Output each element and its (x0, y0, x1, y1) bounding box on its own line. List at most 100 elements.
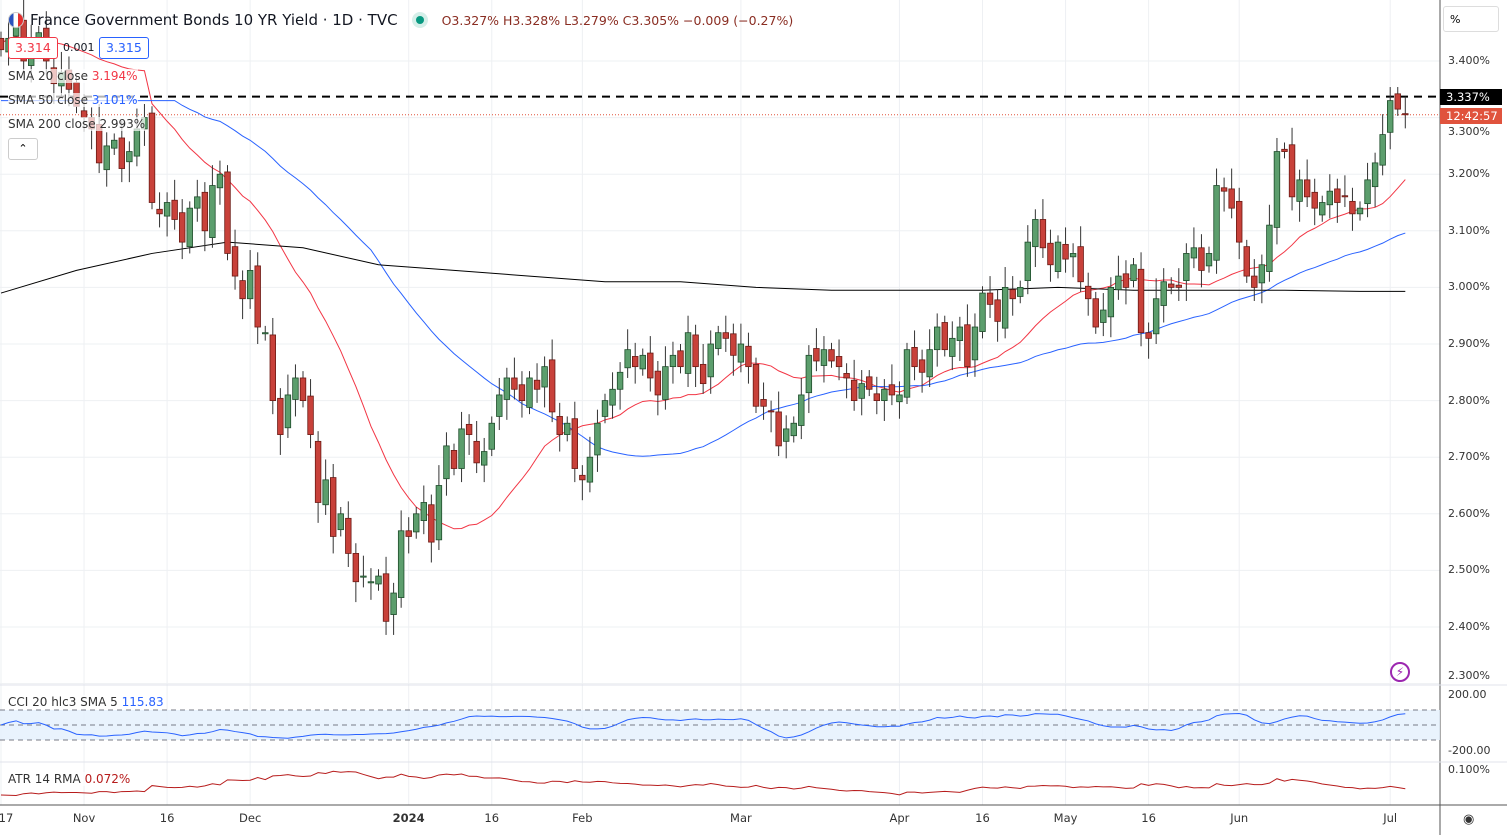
y-axis-label: 3.200% (1448, 167, 1490, 181)
cci-legend[interactable]: CCI 20 hlc3 SMA 5 115.83 (8, 695, 164, 709)
candle-up (413, 513, 420, 533)
lightning-alert-icon[interactable]: ⚡ (1390, 662, 1410, 682)
candle-up (956, 326, 964, 342)
candle-down (775, 411, 782, 447)
sma50-legend[interactable]: SMA 50 close 3.101% (8, 93, 138, 107)
candle-down (964, 324, 971, 368)
resistance-price-tag: 3.337% (1440, 89, 1502, 105)
x-axis-label: Jun (1230, 811, 1249, 825)
candle-up (1152, 298, 1160, 335)
candle-up (609, 388, 616, 406)
collapse-legend-button[interactable]: ⌃ (8, 138, 38, 160)
candle-up (503, 377, 511, 400)
candle-down (428, 504, 435, 543)
x-axis-label: Feb (572, 811, 593, 825)
y-axis-label: 2.900% (1448, 337, 1490, 350)
candle-up (1024, 241, 1031, 282)
sma200-legend[interactable]: SMA 200 close 2.993% (8, 117, 146, 131)
candle-up (1205, 253, 1213, 267)
axis-unit-button[interactable]: % (1443, 6, 1499, 32)
candle-up (397, 530, 405, 598)
candle-up (1001, 286, 1009, 329)
x-axis-label: 16 (1141, 811, 1156, 825)
candle-down (1334, 188, 1341, 203)
countdown-tag: 12:42:57 (1440, 108, 1502, 124)
sma20-legend[interactable]: SMA 20 close 3.194% (8, 69, 138, 83)
candle-up (934, 326, 941, 351)
sma200-label: SMA 200 close (8, 117, 96, 131)
sma20-label: SMA 20 close (8, 69, 88, 83)
symbol-title[interactable]: France Government Bonds 10 YR Yield · 1D… (30, 11, 398, 29)
candle-up (737, 343, 745, 363)
sma20-line (0, 35, 1406, 530)
candle-up (1017, 286, 1024, 297)
candle-up (126, 151, 133, 163)
x-axis-label: Nov (72, 811, 96, 825)
candle-down (1243, 246, 1250, 277)
candle-up (601, 400, 609, 417)
candle-up (420, 502, 427, 521)
candle-up (111, 139, 118, 149)
candle-down (1288, 144, 1296, 198)
candle-down (299, 377, 307, 401)
candle-down (1251, 275, 1258, 288)
atr-line (0, 770, 1406, 796)
candle-down (1198, 247, 1205, 271)
candle-down (231, 246, 239, 277)
y-axis-label: 2.500% (1448, 563, 1490, 577)
candle-down (201, 191, 209, 232)
candle-up (1032, 219, 1039, 248)
spread-value: 0.001 (63, 41, 95, 54)
candle-down (1311, 191, 1318, 209)
candle-down (632, 356, 639, 368)
x-axis-label: 16 (484, 811, 500, 825)
candle-down (1168, 283, 1175, 288)
y-axis-label: 2.300% (1448, 669, 1490, 682)
candle-up (1296, 179, 1303, 202)
candle-up (246, 270, 254, 300)
x-axis-label: 17 (0, 811, 14, 825)
candle-down (0, 37, 5, 51)
candle-down (518, 384, 526, 402)
y-axis-label: 2.600% (1448, 506, 1490, 520)
x-axis-label: May (1053, 811, 1078, 825)
candle-down (579, 474, 586, 481)
candle-up (284, 394, 292, 429)
candle-down (571, 418, 578, 469)
candle-up (1371, 162, 1379, 188)
chart-title-bar: France Government Bonds 10 YR Yield · 1D… (8, 11, 793, 29)
candle-down (677, 350, 684, 368)
eye-settings-icon[interactable]: ◉ (1463, 812, 1475, 827)
candle-up (209, 185, 216, 238)
candle-down (1303, 179, 1311, 198)
x-axis-label: Jul (1383, 811, 1398, 825)
candle-up (1258, 264, 1266, 284)
candle-up (186, 207, 193, 248)
candle-up (1266, 224, 1273, 272)
atr-value: 0.072% (84, 772, 131, 786)
candle-down (171, 199, 178, 220)
candle-up (367, 581, 375, 584)
candle-up (375, 575, 382, 585)
candle-down (511, 377, 518, 390)
buy-button[interactable]: 3.315 (99, 37, 149, 59)
candle-down (269, 334, 276, 401)
y-axis-label: 2.400% (1448, 620, 1490, 633)
candle-up (669, 354, 677, 368)
candle-down (699, 363, 707, 385)
candle-down (1341, 195, 1349, 198)
candle-up (1183, 253, 1190, 282)
candle-down (224, 171, 231, 254)
y-axis-label: 3.400% (1448, 54, 1490, 67)
candle-up (684, 332, 692, 374)
atr-legend[interactable]: ATR 14 RMA 0.072% (8, 772, 131, 786)
candle-down (382, 573, 390, 622)
candle-up (1364, 179, 1371, 205)
sell-button[interactable]: 3.314 (8, 37, 58, 59)
atr-axis-label: 0.100% (1448, 763, 1490, 776)
candle-down (1281, 148, 1288, 152)
sma20-value: 3.194% (91, 69, 138, 83)
candle-up (586, 456, 594, 483)
candle-up (292, 377, 299, 400)
